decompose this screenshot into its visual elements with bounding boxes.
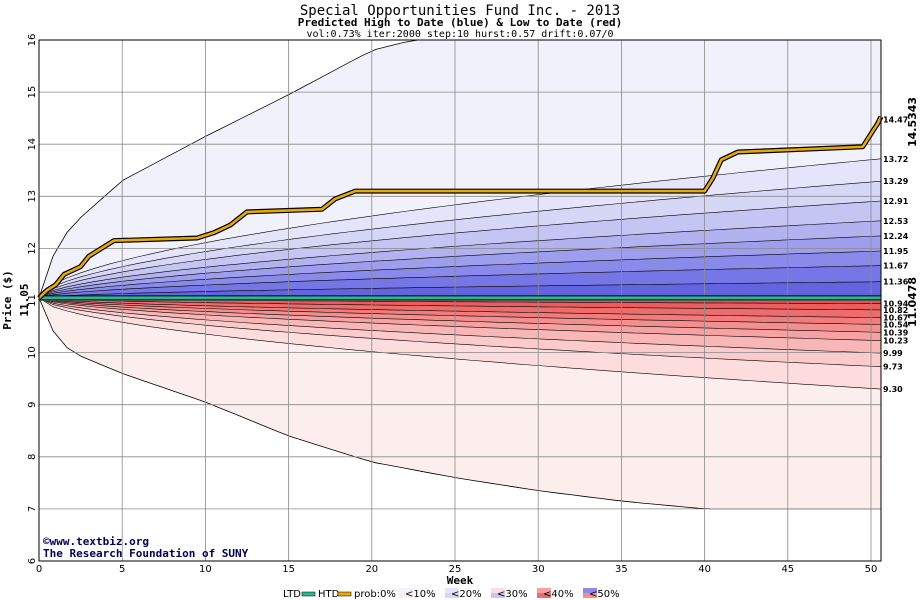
high-band-line-7 xyxy=(39,265,881,299)
high-band-line-6 xyxy=(39,250,881,299)
y-tick-label: 8 xyxy=(27,454,38,460)
legend-ltd-swatch xyxy=(301,591,316,597)
high-end-label: 11.67 xyxy=(883,262,908,271)
legend-bin-swatch-bottom xyxy=(445,593,459,598)
low-end-label: 10.82 xyxy=(883,306,908,315)
low-end-label: 9.30 xyxy=(883,385,903,394)
x-tick-label: 50 xyxy=(865,564,878,575)
x-tick-label: 30 xyxy=(532,564,545,575)
y-axis-label: Price ($) xyxy=(1,270,14,330)
low-band-line-6 xyxy=(39,297,881,325)
high-end-label: 11.36 xyxy=(883,278,909,287)
chart-params: vol:0.73% iter:2000 step:10 hurst:0.57 d… xyxy=(306,29,613,40)
y-tick-label: 14 xyxy=(27,138,38,151)
y-tick-label: 10 xyxy=(27,346,38,359)
y-tick-label: 16 xyxy=(27,34,38,47)
chart-subtitle: Predicted High to Date (blue) & Low to D… xyxy=(298,16,623,29)
y-tick-label: 7 xyxy=(27,506,38,512)
y-tick-label: 12 xyxy=(27,242,38,255)
x-tick-label: 25 xyxy=(449,564,462,575)
htd-final-label: 14.5343 xyxy=(906,97,919,147)
high-band-line-1 xyxy=(39,158,881,299)
high-band-8 xyxy=(39,281,881,298)
legend-bin-label: <30% xyxy=(497,589,528,600)
legend-bin-label: <20% xyxy=(451,589,482,600)
legend-bin-swatch-bottom xyxy=(537,593,551,598)
x-tick-label: 5 xyxy=(119,564,125,575)
legend-bin-label: <10% xyxy=(405,589,436,600)
y-tick-label: 6 xyxy=(27,558,38,564)
legend-bin-swatch-top xyxy=(583,588,597,593)
low-end-label: 10.23 xyxy=(883,337,908,346)
bands-group xyxy=(39,40,881,510)
high-band-line-4 xyxy=(39,220,881,299)
low-band-line-2 xyxy=(39,297,881,367)
y-tick-label: 15 xyxy=(27,86,38,99)
x-tick-label: 0 xyxy=(36,564,42,575)
low-band-line-5 xyxy=(39,297,881,333)
legend-bin-swatch-top xyxy=(491,588,505,593)
high-end-label: 11.95 xyxy=(883,247,909,256)
low-band-line-8 xyxy=(39,297,881,311)
x-axis-label: Week xyxy=(447,574,474,587)
low-end-label: 10.39 xyxy=(883,328,909,337)
low-end-label: 10.54 xyxy=(883,320,909,329)
x-tick-label: 35 xyxy=(615,564,628,575)
x-tick-label: 20 xyxy=(365,564,378,575)
legend-htd-swatch xyxy=(337,591,352,597)
low-end-label: 9.99 xyxy=(883,349,903,358)
high-band-line-3 xyxy=(39,200,881,299)
legend-ltd-label: LTD xyxy=(283,589,301,600)
credit-url: ©www.textbiz.org xyxy=(43,535,149,548)
high-band-line-8 xyxy=(39,281,881,299)
low-end-label: 9.73 xyxy=(883,363,903,372)
high-end-label: 13.29 xyxy=(883,177,909,186)
high-end-label: 12.24 xyxy=(883,232,909,241)
high-band-line-2 xyxy=(39,180,881,299)
low-band-line-3 xyxy=(39,297,881,354)
y-tick-label: 11 xyxy=(27,294,38,307)
high-end-label: 13.72 xyxy=(883,155,908,164)
x-tick-label: 45 xyxy=(781,564,794,575)
legend-bin-swatch-bottom xyxy=(399,593,413,598)
legend-bin-swatch-bottom xyxy=(583,593,597,598)
start-price-label: 11.05 xyxy=(18,283,31,316)
legend-prob-label: prob:0% xyxy=(354,589,396,600)
legend-htd-label: HTD xyxy=(318,589,340,600)
legend-bin-swatch-bottom xyxy=(491,593,505,598)
high-end-label: 14.47 xyxy=(883,116,908,125)
high-band-line-0 xyxy=(39,40,881,299)
legend: LTD HTD prob:0% <10% <20% <30% <40% <50% xyxy=(283,588,620,600)
low-band-line-7 xyxy=(39,297,881,318)
credit-org: The Research Foundation of SUNY xyxy=(43,547,249,560)
low-band-line-4 xyxy=(39,297,881,341)
x-tick-label: 40 xyxy=(698,564,711,575)
legend-bin-swatch-top xyxy=(537,588,551,593)
low-end-label: 10.94 xyxy=(883,300,909,309)
legend-bin-swatch-top xyxy=(399,588,413,593)
x-tick-label: 10 xyxy=(199,564,212,575)
low-end-label: 10.67 xyxy=(883,314,908,323)
y-tick-label: 9 xyxy=(27,402,38,408)
high-end-label: 12.53 xyxy=(883,217,908,226)
legend-bin-label: <40% xyxy=(543,589,574,600)
legend-bin-label: <50% xyxy=(589,589,620,600)
htd-line xyxy=(38,116,883,299)
y-tick-label: 13 xyxy=(27,190,38,203)
plot-frame xyxy=(38,39,882,562)
high-band-line-5 xyxy=(39,235,881,299)
high-end-label: 12.91 xyxy=(883,197,909,206)
x-tick-label: 15 xyxy=(282,564,295,575)
chart-title: Special Opportunities Fund Inc. - 2013 xyxy=(300,3,620,19)
ltd-final-label: 11.0478 xyxy=(906,277,919,327)
plot-area: 0 5 10 15 20 25 30 35 40 45 50 6 7 8 9 10 11 12 13 14 15 16 14… xyxy=(27,34,909,575)
legend-bin-swatch-top xyxy=(445,588,459,593)
low-band-line-1 xyxy=(39,297,881,390)
